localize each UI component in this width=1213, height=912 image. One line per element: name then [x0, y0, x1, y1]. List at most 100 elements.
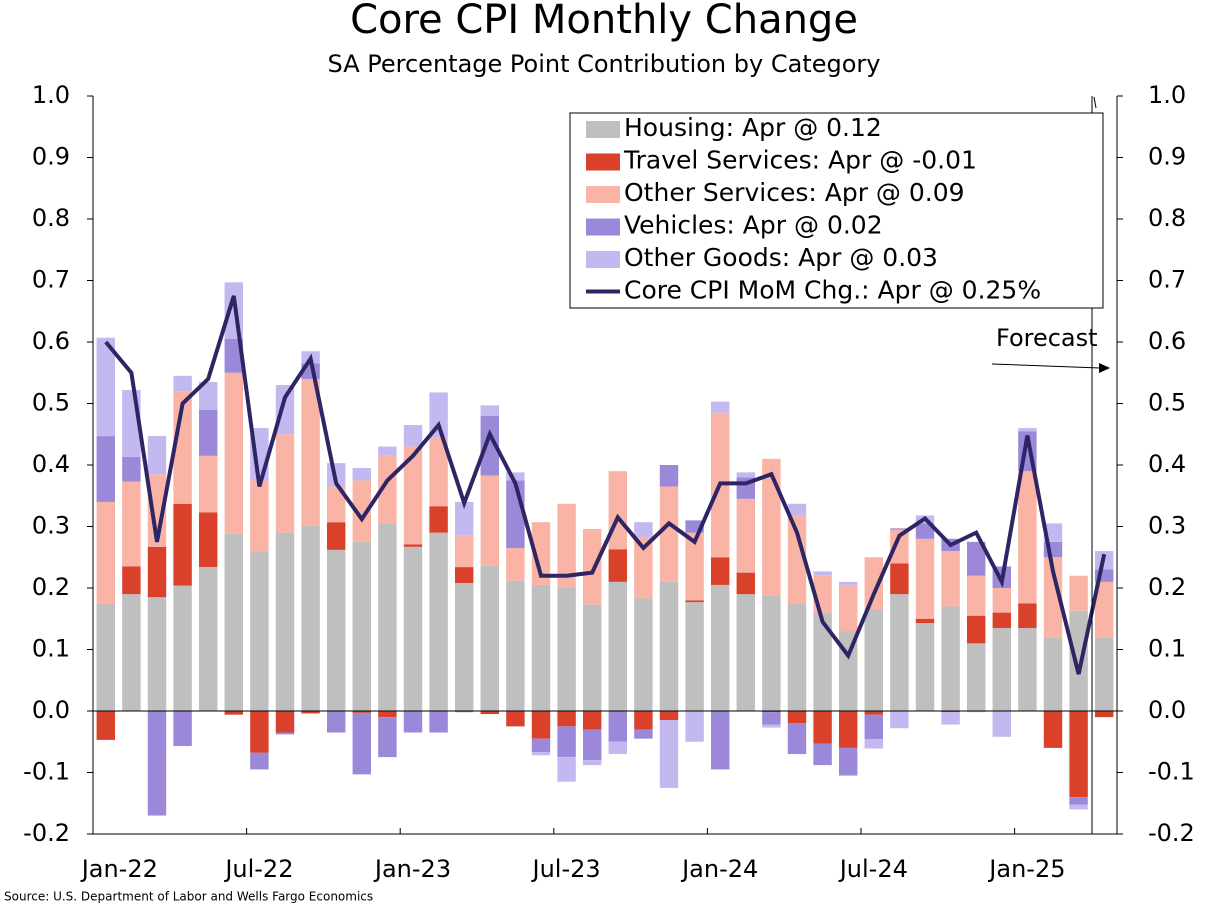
bar-segment	[1069, 797, 1088, 805]
bar-segment	[1018, 428, 1037, 432]
bar-segment	[608, 549, 628, 582]
bar-segment	[710, 584, 730, 711]
y2-tick-label: 0.1	[1148, 635, 1186, 663]
bar-segment	[531, 711, 551, 739]
bar-segment	[275, 532, 295, 711]
chart-title: Core CPI Monthly Change	[350, 0, 858, 43]
bar-segment	[403, 446, 423, 545]
bar-segment	[326, 549, 346, 711]
y2-tick-label: 0.8	[1148, 204, 1186, 232]
y-tick-label: 0.0	[32, 696, 70, 724]
y-tick-label: 0.6	[32, 327, 70, 355]
y2-tick-label: 0.3	[1148, 512, 1186, 540]
legend-label: Core CPI MoM Chg.: Apr @ 0.25%	[624, 276, 1041, 305]
y-tick-label: 0.9	[32, 143, 70, 171]
bar-segment	[941, 712, 960, 725]
bar-segment	[173, 711, 192, 747]
bar-segment	[787, 723, 807, 755]
bar-segment	[224, 533, 244, 711]
bar-segment	[403, 544, 423, 547]
legend-box	[569, 112, 1104, 309]
x-tick-label: Jan-25	[987, 855, 1065, 883]
y2-tick-label: 0.6	[1148, 327, 1186, 355]
y-tick-label: -0.1	[23, 758, 70, 786]
bar-segment	[864, 739, 884, 749]
bar-segment	[659, 465, 679, 487]
bar-segment	[915, 523, 935, 539]
bar-segment	[480, 475, 500, 566]
bar-segment	[198, 567, 218, 711]
bar-segment	[429, 532, 448, 711]
bar-segment	[147, 474, 167, 547]
bar-segment	[813, 571, 832, 576]
bar-segment	[378, 446, 397, 456]
bar-segment	[634, 711, 653, 730]
x-tick-label: Jul-23	[531, 855, 601, 883]
legend-swatch	[586, 153, 620, 171]
bar-segment	[1069, 575, 1088, 611]
legend: Housing: Apr @ 0.12 Travel Services: Apr …	[569, 112, 1104, 309]
bar-segment	[838, 581, 858, 585]
legend-label: Vehicles: Apr @ 0.02	[624, 211, 883, 240]
bar-segment	[685, 600, 704, 603]
bar-segment	[198, 409, 218, 456]
bar-segment	[864, 609, 884, 711]
bar-segment	[429, 392, 448, 438]
y2-tick-label: 0.2	[1148, 573, 1186, 601]
bar-segment	[736, 472, 756, 478]
x-tick-label: Jan-22	[80, 855, 158, 883]
bar-segment	[147, 546, 167, 598]
bar-segment	[941, 551, 960, 607]
bar-segment	[454, 501, 474, 536]
bar-segment	[710, 401, 730, 413]
bar-segment	[122, 594, 141, 711]
bar-segment	[250, 711, 269, 753]
forecast-arrow	[991, 363, 1101, 369]
bar-segment	[966, 575, 986, 616]
forecast-label: Forecast	[996, 324, 1098, 352]
bar-segment	[890, 528, 909, 530]
bar-segment	[224, 711, 244, 715]
bar-segment	[787, 515, 807, 604]
bar-segment	[941, 711, 960, 713]
bar-segment	[659, 486, 679, 582]
bar-segment	[96, 501, 116, 604]
bar-segment	[608, 711, 628, 742]
bar-segment	[96, 337, 116, 437]
bar-segment	[224, 372, 244, 534]
bar-segment	[1043, 557, 1063, 638]
x-tick-label: Jul-24	[838, 855, 908, 883]
bar-segment	[966, 541, 986, 576]
bar-segment	[480, 711, 500, 715]
bar-segment	[992, 612, 1012, 628]
bar-segment	[352, 712, 372, 775]
bar-segment	[1094, 711, 1114, 718]
y-tick-label: 0.8	[32, 204, 70, 232]
bar-segment	[659, 581, 679, 711]
bar-segment	[992, 588, 1012, 613]
bar-segment	[992, 627, 1012, 711]
bar-segment	[96, 603, 116, 711]
bar-segment	[301, 525, 320, 711]
line-series	[104, 295, 1107, 675]
bar-segment	[429, 437, 448, 507]
bar-segment	[1018, 603, 1037, 628]
bar-segment	[480, 415, 500, 476]
bar-segment	[787, 711, 807, 724]
bar-segment	[531, 522, 551, 585]
y2-tick-label: -0.2	[1148, 819, 1195, 847]
bar-segment	[736, 572, 756, 595]
bar-segment	[275, 385, 295, 435]
bar-segment	[122, 457, 141, 482]
bar-segment	[634, 522, 653, 537]
bar-segment	[352, 468, 372, 481]
bar-segment	[506, 548, 525, 581]
bar-segment	[429, 711, 448, 733]
bar-segment	[582, 760, 602, 766]
bar-segment	[838, 747, 858, 776]
y2-tick-label: -0.1	[1148, 758, 1195, 786]
bar-segment	[275, 434, 295, 533]
bar-segment	[659, 711, 679, 721]
bar-segment	[582, 729, 602, 761]
